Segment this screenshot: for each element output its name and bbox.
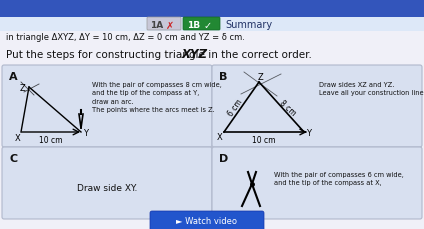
Text: Z: Z [257, 73, 263, 82]
Text: ✓: ✓ [204, 20, 212, 30]
Text: With the pair of compasses 8 cm wide,
and the tip of the compass at Y,
draw an a: With the pair of compasses 8 cm wide, an… [92, 82, 222, 113]
Text: X: X [217, 133, 223, 142]
Text: Put the steps for constructing triangle: Put the steps for constructing triangle [6, 50, 208, 60]
Text: D: D [219, 153, 228, 163]
Bar [0, 18, 424, 32]
Text: ► Watch video: ► Watch video [176, 217, 237, 226]
Text: Draw sides XZ and YZ.
Leave all your construction lines: Draw sides XZ and YZ. Leave all your con… [319, 82, 424, 96]
FancyBboxPatch shape [183, 18, 220, 31]
Text: Y: Y [84, 129, 89, 138]
Text: in triangle ΔXYZ, ΔY = 10 cm, ΔZ = 0 cm and YZ = δ cm.: in triangle ΔXYZ, ΔY = 10 cm, ΔZ = 0 cm … [6, 33, 245, 42]
FancyBboxPatch shape [147, 18, 181, 31]
Text: With the pair of compasses 6 cm wide,
and the tip of the compass at X,: With the pair of compasses 6 cm wide, an… [274, 171, 404, 186]
Text: C: C [9, 153, 17, 163]
Text: XYZ: XYZ [182, 48, 208, 61]
Text: in the correct order.: in the correct order. [205, 50, 312, 60]
Text: 6 cm: 6 cm [226, 97, 245, 118]
Text: Z: Z [20, 84, 26, 93]
Text: ✗: ✗ [166, 20, 174, 30]
FancyBboxPatch shape [2, 147, 212, 219]
Text: 1B: 1B [187, 21, 201, 30]
Text: Y: Y [307, 129, 312, 138]
Text: Summary: Summary [225, 20, 272, 30]
Text: 10 cm: 10 cm [252, 136, 276, 145]
FancyBboxPatch shape [212, 66, 422, 147]
Text: 10 cm: 10 cm [39, 136, 63, 145]
Text: B: B [219, 72, 227, 82]
Bar [0, 0, 424, 18]
Text: 1A: 1A [151, 21, 164, 30]
FancyBboxPatch shape [150, 211, 264, 229]
Text: 8 cm: 8 cm [278, 98, 297, 117]
FancyBboxPatch shape [212, 147, 422, 219]
FancyBboxPatch shape [2, 66, 212, 147]
Text: Draw side XY.: Draw side XY. [77, 184, 137, 193]
Text: X: X [15, 134, 21, 143]
Text: A: A [9, 72, 18, 82]
